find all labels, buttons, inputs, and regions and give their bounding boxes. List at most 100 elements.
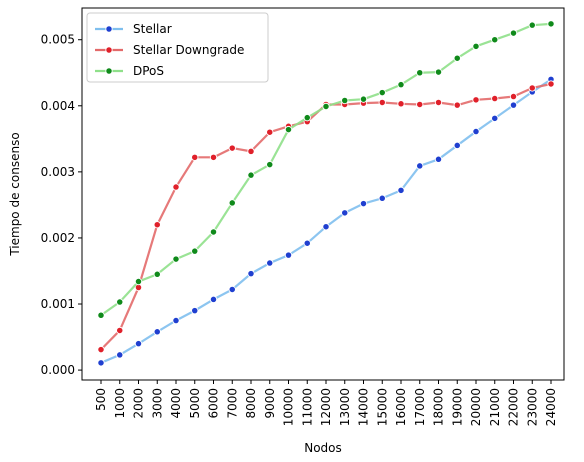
data-point xyxy=(153,270,161,278)
x-tick-label: 16000 xyxy=(394,388,408,426)
x-tick-label: 8000 xyxy=(244,388,258,419)
data-point xyxy=(266,160,274,169)
data-point xyxy=(453,101,461,109)
data-point xyxy=(434,98,443,107)
series-layer xyxy=(97,20,555,367)
x-tick-label: 7000 xyxy=(225,388,239,419)
data-point xyxy=(116,326,124,335)
x-tick-label: 9000 xyxy=(263,388,277,419)
data-point xyxy=(322,223,330,231)
data-point xyxy=(134,340,143,348)
data-point xyxy=(209,295,218,304)
data-point xyxy=(509,29,518,37)
data-point xyxy=(547,80,555,88)
data-point xyxy=(247,171,255,179)
data-point xyxy=(341,96,349,105)
data-point xyxy=(416,100,424,109)
data-point xyxy=(116,351,124,359)
data-point xyxy=(378,88,386,97)
data-point xyxy=(359,95,368,103)
x-tick-label: 18000 xyxy=(432,388,446,426)
legend-box xyxy=(86,12,269,83)
y-tick-label: 0.002 xyxy=(41,231,75,245)
data-point xyxy=(209,228,218,236)
data-point xyxy=(191,153,199,161)
data-point xyxy=(472,127,480,136)
data-point xyxy=(191,247,199,255)
x-tick-label: 10000 xyxy=(282,388,296,426)
x-tick-label: 23000 xyxy=(525,388,539,426)
data-point xyxy=(341,209,349,217)
x-tick-label: 24000 xyxy=(544,388,558,426)
data-point xyxy=(284,125,293,134)
y-tick-label: 0.005 xyxy=(41,33,75,47)
data-point xyxy=(153,221,161,229)
x-tick-label: 6000 xyxy=(207,388,221,419)
data-point xyxy=(528,84,536,92)
data-point xyxy=(528,21,536,29)
x-tick-label: 15000 xyxy=(375,388,389,426)
data-point xyxy=(247,269,255,278)
y-axis-label: Tiempo de consenso xyxy=(8,132,22,256)
data-point xyxy=(434,68,443,76)
x-tick-label: 1000 xyxy=(113,388,127,419)
x-tick-label: 11000 xyxy=(300,388,314,426)
data-point xyxy=(416,69,424,77)
x-tick-label: 4000 xyxy=(169,388,183,419)
y-tick-label: 0.004 xyxy=(41,99,75,113)
data-point xyxy=(509,101,518,109)
x-tick-label: 2000 xyxy=(132,388,146,419)
data-point xyxy=(397,186,405,195)
data-point xyxy=(378,194,386,202)
x-tick-label: 17000 xyxy=(413,388,427,426)
data-point xyxy=(134,277,143,286)
data-point xyxy=(491,94,499,103)
plot-frame xyxy=(81,7,565,381)
x-tick-label: 19000 xyxy=(450,388,464,426)
data-point xyxy=(172,183,180,191)
data-point xyxy=(547,20,555,28)
x-tick-label: 12000 xyxy=(319,388,333,426)
data-point xyxy=(416,162,424,170)
data-point xyxy=(191,306,199,315)
x-tick-label: 22000 xyxy=(507,388,521,426)
axes-layer: 0.000 0.001 0.002 0.003 0.004 0.005 500 1000 200… xyxy=(41,7,565,426)
data-point xyxy=(509,92,518,101)
data-point xyxy=(303,114,311,122)
legend-entry: Stellar xyxy=(95,22,172,36)
data-point xyxy=(472,42,480,50)
x-axis-label: Nodos xyxy=(304,441,342,455)
data-point xyxy=(491,114,499,122)
data-point xyxy=(397,100,405,108)
data-point xyxy=(97,345,105,354)
data-point xyxy=(228,144,236,152)
x-tick-label: 21000 xyxy=(488,388,502,426)
x-tick-label: 13000 xyxy=(338,388,352,426)
y-tick-label: 0.000 xyxy=(41,363,75,377)
data-point xyxy=(172,316,180,325)
x-tick-label: 14000 xyxy=(357,388,371,426)
data-point xyxy=(247,147,255,156)
legend: Stellar Stellar Downgrade DPoS xyxy=(86,12,269,83)
series-0 xyxy=(97,75,555,367)
data-point xyxy=(303,239,311,247)
data-point xyxy=(228,285,236,294)
data-point xyxy=(472,96,480,104)
legend-label: DPoS xyxy=(133,64,164,78)
data-point xyxy=(97,311,105,319)
data-point xyxy=(322,102,330,111)
y-tick-label: 0.003 xyxy=(41,165,75,179)
data-point xyxy=(209,153,218,161)
data-point xyxy=(359,199,368,208)
legend-marker xyxy=(105,25,113,33)
data-point xyxy=(378,98,386,107)
data-point xyxy=(97,359,105,367)
data-point xyxy=(397,80,405,89)
legend-label: Stellar Downgrade xyxy=(133,43,244,57)
x-tick-label: 500 xyxy=(94,388,108,411)
data-point xyxy=(153,328,161,336)
legend-label: Stellar xyxy=(133,22,172,36)
data-point xyxy=(116,298,124,306)
data-point xyxy=(453,141,461,150)
